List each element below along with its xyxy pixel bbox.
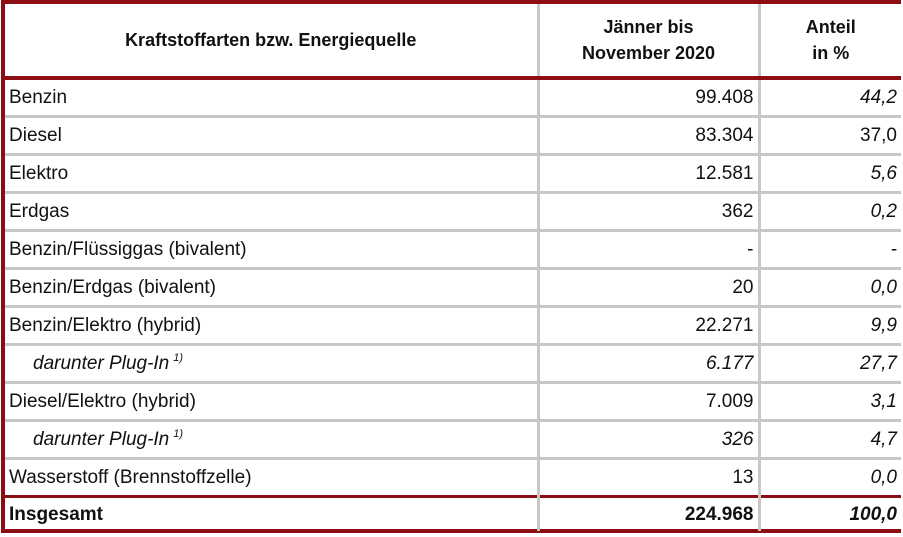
row-value: 20 xyxy=(538,268,761,308)
header-period: Jänner bis November 2020 xyxy=(538,4,761,80)
row-label: darunter Plug-In 1) xyxy=(5,420,540,460)
row-share: 3,1 xyxy=(759,382,901,422)
total-share: 100,0 xyxy=(759,495,901,531)
row-value: 12.581 xyxy=(538,154,761,194)
total-value: 224.968 xyxy=(538,495,761,531)
row-label: Wasserstoff (Brennstoffzelle) xyxy=(5,458,540,497)
row-value: 6.177 xyxy=(538,344,761,384)
header-share: Anteil in % xyxy=(759,4,901,80)
header-fuel-type: Kraftstoffarten bzw. Energiequelle xyxy=(5,4,540,80)
table-row: Wasserstoff (Brennstoffzelle) 13 0,0 xyxy=(5,458,901,497)
row-value: - xyxy=(538,230,761,270)
row-label: Benzin xyxy=(5,78,540,118)
table-row: darunter Plug-In 1) 326 4,7 xyxy=(5,420,901,460)
row-label: darunter Plug-In 1) xyxy=(5,344,540,384)
table-row: darunter Plug-In 1) 6.177 27,7 xyxy=(5,344,901,384)
row-label: Benzin/Flüssiggas (bivalent) xyxy=(5,230,540,270)
row-label: Diesel xyxy=(5,116,540,156)
row-label: Benzin/Erdgas (bivalent) xyxy=(5,268,540,308)
row-share: 37,0 xyxy=(759,116,901,156)
table-header: Kraftstoffarten bzw. Energiequelle Jänne… xyxy=(5,4,901,80)
table-row: Elektro 12.581 5,6 xyxy=(5,154,901,194)
row-share: - xyxy=(759,230,901,270)
table-row: Benzin/Erdgas (bivalent) 20 0,0 xyxy=(5,268,901,308)
row-label: Elektro xyxy=(5,154,540,194)
row-share: 0,2 xyxy=(759,192,901,232)
row-label: Erdgas xyxy=(5,192,540,232)
footnote-marker: 1) xyxy=(173,352,184,364)
row-share: 0,0 xyxy=(870,466,897,488)
row-value: 7.009 xyxy=(538,382,761,422)
row-share: 4,7 xyxy=(759,420,901,460)
header-period-line2: November 2020 xyxy=(581,43,716,63)
table-row: Erdgas 362 0,2 xyxy=(5,192,901,232)
header-share-line2: in % xyxy=(812,43,850,63)
row-value: 326 xyxy=(538,420,761,460)
table-row: Benzin/Flüssiggas (bivalent) - - xyxy=(5,230,901,270)
footnote-marker: 1) xyxy=(173,428,184,440)
row-value: 99.408 xyxy=(538,78,761,118)
row-share: 5,6 xyxy=(759,154,901,194)
table-row: Benzin/Elektro (hybrid) 22.271 9,9 xyxy=(5,306,901,346)
total-row: Insgesamt 224.968 100,0 xyxy=(5,495,901,531)
row-value: 83.304 xyxy=(538,116,761,156)
row-label-text: darunter Plug-In xyxy=(33,429,170,450)
total-label: Insgesamt xyxy=(5,495,540,531)
row-label: Benzin/Elektro (hybrid) xyxy=(5,306,540,346)
row-label-text: darunter Plug-In xyxy=(33,353,170,374)
row-share: 0,0 xyxy=(759,268,901,308)
row-value: 13 xyxy=(538,458,761,497)
header-period-line1: Jänner bis xyxy=(603,17,694,37)
row-value: 22.271 xyxy=(538,306,761,346)
row-share: 9,9 xyxy=(759,306,901,346)
table-row: Diesel/Elektro (hybrid) 7.009 3,1 xyxy=(5,382,901,422)
row-share: 44,2 xyxy=(759,78,901,118)
header-share-line1: Anteil xyxy=(805,17,856,37)
table-row: Diesel 83.304 37,0 xyxy=(5,116,901,156)
table-row: Benzin 99.408 44,2 xyxy=(5,78,901,118)
row-label: Diesel/Elektro (hybrid) xyxy=(5,382,540,422)
row-share: 27,7 xyxy=(759,344,901,384)
fuel-type-table: Kraftstoffarten bzw. Energiequelle Jänne… xyxy=(5,4,901,531)
row-value: 362 xyxy=(538,192,761,232)
